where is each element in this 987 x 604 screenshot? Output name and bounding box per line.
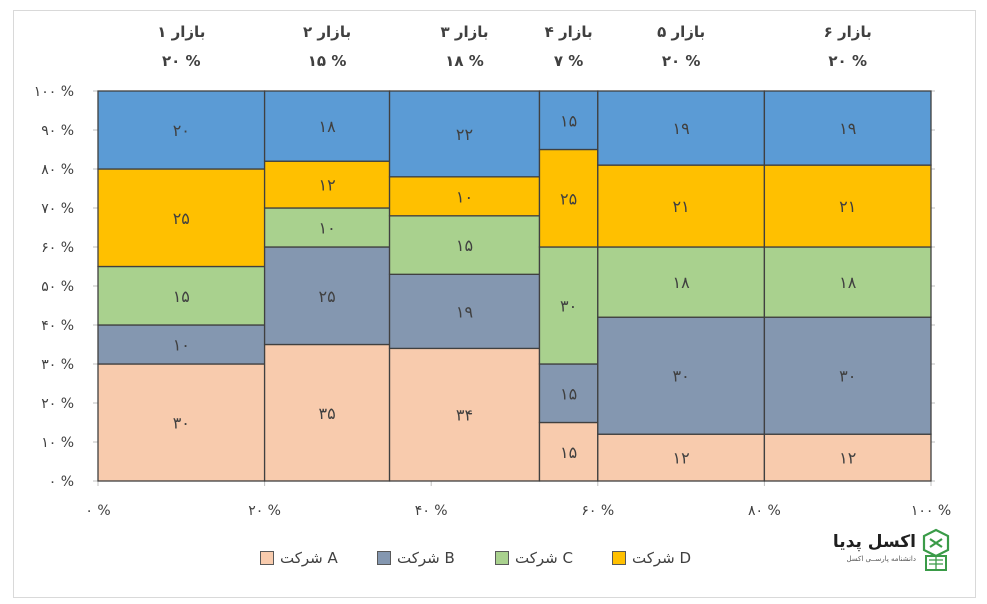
excelpedia-logo: اکسل پدیا دانشنامه پارســی اکسل (832, 528, 956, 572)
segment-value-label: ۱۵ (560, 384, 577, 403)
legend-label-a: شرکت A (280, 549, 338, 567)
segment-bar (538, 363, 599, 424)
y-tick-label: ۹۰ % (41, 123, 74, 139)
market-name-label: بازار ۵ (657, 23, 705, 41)
x-tick-label: ۲۰ % (248, 503, 281, 519)
market-share-label: ۷ % (554, 52, 583, 70)
legend-item-c: شرکت C (495, 546, 573, 570)
legend-swatch-d (612, 551, 626, 565)
legend-item-b: شرکت B (377, 546, 455, 570)
segment-value-label: ۱۲ (318, 176, 335, 195)
segment-value-label: ۱۲ (839, 449, 856, 468)
y-tick-label: ۲۰ % (41, 396, 74, 412)
market-name-label: بازار ۶ (824, 23, 872, 41)
x-tick-label: ۶۰ % (581, 503, 614, 519)
segment-value-label: ۲۵ (560, 189, 577, 208)
segment-value-label: ۱۹ (456, 302, 473, 321)
x-tick-label: ۴۰ % (415, 503, 448, 519)
market-name-label: بازار ۴ (545, 23, 593, 41)
logo-mark-icon (922, 528, 950, 571)
segment-value-label: ۲۲ (456, 125, 473, 144)
logo-name: اکسل پدیا (832, 532, 916, 552)
segment-value-label: ۳۵ (318, 404, 335, 423)
segment-value-label: ۱۲ (673, 449, 690, 468)
market-name-label: بازار ۳ (440, 23, 488, 41)
segment-bar (388, 90, 541, 178)
segment-bar (263, 90, 391, 162)
y-tick-label: ۰ % (49, 474, 74, 490)
segment-value-label: ۲۵ (318, 287, 335, 306)
segment-bar (97, 363, 266, 482)
legend-swatch-b (377, 551, 391, 565)
segment-value-label: ۱۸ (318, 117, 336, 136)
y-tick-label: ۷۰ % (41, 201, 74, 217)
segment-bar (263, 207, 391, 248)
segment-value-label: ۱۵ (456, 236, 473, 255)
segment-bar (763, 90, 932, 166)
segment-value-label: ۲۵ (173, 209, 190, 228)
y-tick-label: ۸۰ % (41, 162, 74, 178)
segment-bar (597, 164, 766, 248)
legend-label-c: شرکت C (515, 549, 573, 567)
segment-value-label: ۲۱ (673, 197, 690, 216)
x-tick-label: ۸۰ % (748, 503, 781, 519)
segment-value-label: ۱۹ (839, 119, 856, 138)
segment-value-label: ۱۰ (456, 187, 473, 206)
segment-bar (763, 316, 932, 435)
segment-bar (263, 246, 391, 346)
y-tick-label: ۵۰ % (41, 279, 74, 295)
legend-label-d: شرکت D (632, 549, 692, 567)
y-tick-label: ۳۰ % (41, 357, 74, 373)
market-share-label: ۱۵ % (308, 52, 347, 70)
market-share-label: ۱۸ % (445, 52, 484, 70)
market-name-label: بازار ۱ (157, 23, 205, 41)
segment-value-label: ۱۸ (673, 273, 691, 292)
y-tick-label: ۱۰۰ % (34, 84, 74, 100)
segment-bar (388, 273, 541, 350)
segment-bar (388, 215, 541, 275)
market-share-label: ۲۰ % (662, 52, 701, 70)
segment-bar (263, 160, 391, 209)
segment-value-label: ۱۹ (673, 119, 690, 138)
segment-bar (97, 168, 266, 268)
segment-value-label: ۳۴ (456, 406, 473, 425)
segment-bar (263, 343, 391, 482)
market-share-label: ۲۰ % (162, 52, 201, 70)
x-tick-label: ۱۰۰ % (911, 503, 951, 519)
y-tick-label: ۱۰ % (41, 435, 74, 451)
segment-bar (97, 90, 266, 170)
segment-bar (763, 433, 932, 482)
segment-bar (388, 347, 541, 482)
segment-value-label: ۱۸ (839, 273, 857, 292)
y-tick-label: ۶۰ % (41, 240, 74, 256)
logo-tagline: دانشنامه پارســی اکسل (846, 555, 916, 563)
segment-value-label: ۱۵ (560, 443, 577, 462)
segment-bar (763, 246, 932, 318)
legend-item-a: شرکت A (260, 546, 338, 570)
segment-value-label: ۱۵ (560, 111, 577, 130)
market-share-label: ۲۰ % (828, 52, 867, 70)
segment-value-label: ۳۰ (839, 367, 856, 386)
segment-value-label: ۳۰ (173, 414, 190, 433)
x-tick-label: ۰ % (85, 503, 110, 519)
segment-bar (97, 324, 266, 365)
legend-swatch-a (260, 551, 274, 565)
legend-swatch-c (495, 551, 509, 565)
segment-value-label: ۲۰ (173, 121, 190, 140)
segment-value-label: ۱۰ (318, 219, 335, 238)
segment-value-label: ۳۰ (673, 367, 690, 386)
segment-value-label: ۱۰ (173, 336, 190, 355)
segment-value-label: ۱۵ (173, 287, 190, 306)
segment-bar (538, 148, 599, 248)
segment-bar (597, 316, 766, 435)
market-name-label: بازار ۲ (303, 23, 351, 41)
segment-value-label: ۲۱ (839, 197, 856, 216)
segment-value-label: ۳۰ (560, 297, 577, 316)
legend-label-b: شرکت B (397, 549, 455, 567)
legend-item-d: شرکت D (612, 546, 691, 570)
y-tick-label: ۴۰ % (41, 318, 74, 334)
